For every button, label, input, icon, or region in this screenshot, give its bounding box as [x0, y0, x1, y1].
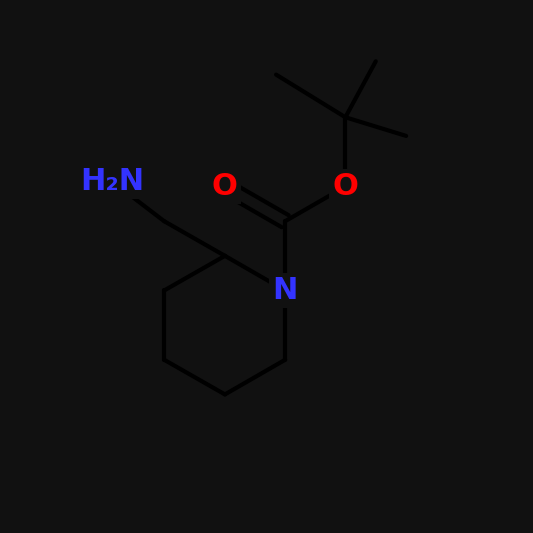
Text: N: N: [272, 276, 298, 305]
Text: O: O: [333, 172, 358, 201]
Text: H₂N: H₂N: [80, 167, 144, 196]
Text: O: O: [212, 172, 238, 201]
